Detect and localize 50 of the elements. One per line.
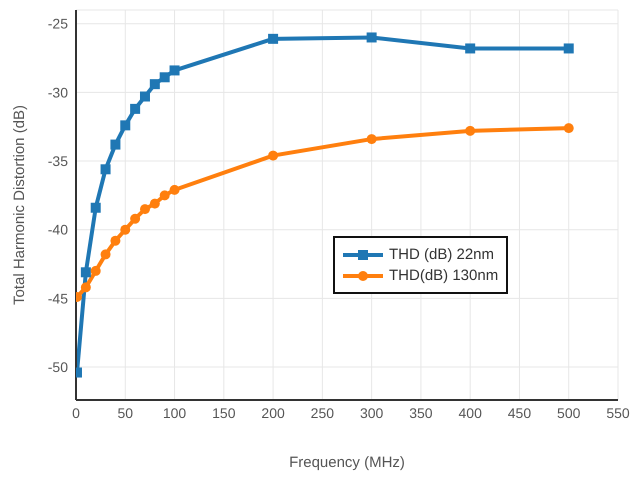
point [564, 43, 574, 54]
x-axis-title: Frequency (MHz) [289, 454, 405, 471]
point [80, 267, 91, 278]
x-tick-label: 500 [557, 404, 581, 421]
x-tick-label: 350 [409, 404, 433, 421]
point [366, 32, 377, 42]
point [268, 150, 278, 161]
x-tick-label: 50 [117, 404, 134, 421]
point [140, 92, 150, 102]
y-tick-label: -25 [48, 16, 68, 32]
point [130, 104, 140, 114]
point [110, 140, 120, 150]
x-tick-label: 0 [72, 404, 80, 421]
point [465, 126, 476, 136]
point [90, 202, 101, 213]
y-axis-title: Total Harmonic Distortion (dB) [10, 104, 28, 306]
point [130, 214, 140, 224]
x-tick-label: 300 [360, 404, 384, 421]
point [100, 249, 111, 260]
point [120, 224, 130, 235]
y-tick-label: -45 [48, 290, 68, 306]
point [268, 34, 278, 44]
x-tick-label: 450 [508, 404, 532, 421]
y-tick-label: -30 [48, 84, 68, 100]
x-tick-label: 550 [606, 404, 630, 421]
point [170, 65, 180, 76]
point [150, 198, 160, 209]
x-tick-label: 200 [261, 404, 285, 421]
point [160, 72, 170, 82]
legend-label: THD (dB) 22nm [389, 246, 494, 263]
point [100, 164, 111, 174]
point [90, 266, 101, 276]
y-tick-label: -50 [48, 359, 68, 376]
point [140, 204, 150, 214]
point [366, 134, 377, 144]
x-tick-label: 250 [310, 404, 334, 421]
x-tick-label: 150 [212, 404, 236, 421]
point [160, 190, 170, 200]
point [120, 120, 130, 130]
y-tick-label: -35 [48, 153, 68, 170]
point [150, 79, 160, 90]
legend-label: THD(dB) 130nm [389, 267, 498, 284]
point [465, 43, 476, 54]
point [110, 236, 120, 246]
point [80, 282, 91, 292]
y-tick-label: -40 [48, 222, 68, 238]
x-tick-label: 100 [162, 404, 186, 421]
point [170, 184, 180, 195]
point [564, 123, 574, 134]
x-tick-label: 400 [458, 404, 482, 421]
